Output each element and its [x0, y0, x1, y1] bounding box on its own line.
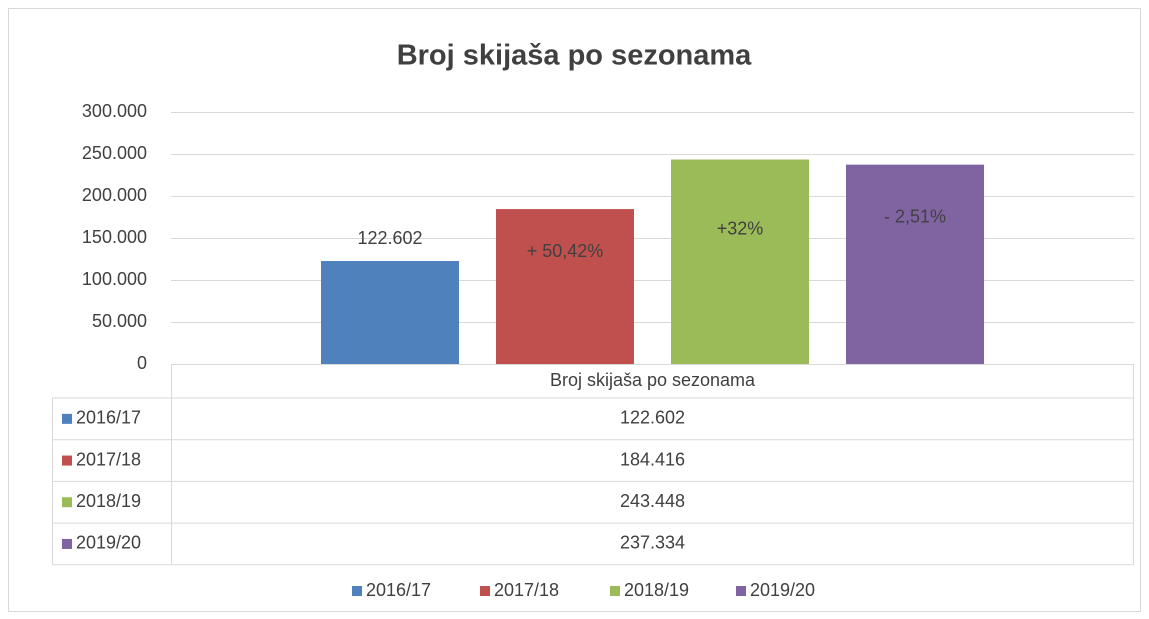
- table-cell: 237.334: [620, 533, 685, 553]
- data-label: + 50,42%: [527, 241, 604, 261]
- legend-label: 2017/18: [494, 580, 559, 600]
- table-cell: 122.602: [620, 408, 685, 428]
- data-label: - 2,51%: [884, 206, 946, 226]
- chart-title: Broj skijaša po sezonama: [397, 40, 752, 72]
- table-legend-key: [62, 455, 72, 466]
- legend-key: [480, 586, 490, 596]
- bar: [846, 164, 984, 364]
- legend-key: [610, 586, 620, 596]
- y-tick-label: 300.000: [82, 101, 147, 121]
- bar: [321, 261, 459, 364]
- table-legend-key: [62, 538, 72, 549]
- table-header: Broj skijaša po sezonama: [550, 370, 756, 390]
- legend-label: 2016/17: [366, 580, 431, 600]
- y-tick-label: 0: [137, 353, 147, 373]
- legend-key: [736, 586, 746, 596]
- data-label: 122.602: [357, 228, 422, 248]
- y-tick-label: 200.000: [82, 185, 147, 205]
- bar: [496, 209, 634, 364]
- legend-key: [352, 586, 362, 596]
- table-row-label: 2018/19: [76, 491, 141, 511]
- table-cell: 184.416: [620, 449, 685, 469]
- data-label: +32%: [717, 218, 764, 238]
- y-tick-label: 150.000: [82, 227, 147, 247]
- table-row-label: 2019/20: [76, 533, 141, 553]
- legend-label: 2019/20: [750, 580, 815, 600]
- y-tick-label: 50.000: [92, 311, 147, 331]
- bar: [671, 159, 809, 364]
- table-row-label: 2016/17: [76, 408, 141, 428]
- table-cell: 243.448: [620, 491, 685, 511]
- table-legend-key: [62, 497, 72, 508]
- table-legend-key: [62, 413, 72, 424]
- table-row-label: 2017/18: [76, 449, 141, 469]
- legend-label: 2018/19: [624, 580, 689, 600]
- y-tick-label: 250.000: [82, 143, 147, 163]
- y-tick-label: 100.000: [82, 269, 147, 289]
